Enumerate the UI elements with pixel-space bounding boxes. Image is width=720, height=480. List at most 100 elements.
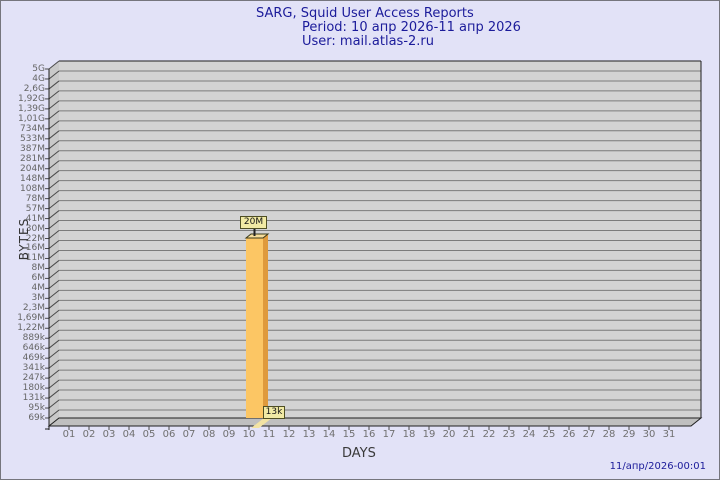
y-tick-diagonal (48, 90, 60, 100)
y-axis-title: BYTES (17, 217, 31, 261)
y-axis-tick-label: 3M (31, 293, 46, 304)
y-tick-diagonal (48, 130, 60, 140)
x-axis-tick-label: 08 (202, 429, 216, 440)
y-axis-tick-label: 57M (25, 203, 45, 214)
x-axis-tick-label: 03 (102, 429, 116, 440)
y-axis-tick-label: 180k (22, 383, 45, 394)
x-axis-tick-label: 15 (342, 429, 356, 440)
y-axis-tick-label: 646k (22, 343, 45, 354)
y-tick-diagonal (48, 170, 60, 180)
bar-front-face (246, 238, 263, 418)
y-axis-tick-label: 2,3M (22, 303, 45, 314)
x-axis-tick-label: 23 (502, 429, 516, 440)
y-axis-tick-label: 22M (25, 233, 45, 244)
y-axis-tick-label: 41M (25, 213, 45, 224)
x-axis-tick-label: 24 (522, 429, 536, 440)
x-axis-tick-label: 04 (122, 429, 136, 440)
y-tick-diagonal (48, 150, 60, 160)
x-axis-tick-label: 18 (402, 429, 416, 440)
y-axis-tick-label: 6M (31, 273, 46, 284)
y-tick-diagonal (48, 160, 60, 170)
y-axis-tick-label: 889k (22, 333, 45, 344)
x-axis-tick-label: 19 (422, 429, 436, 440)
y-tick-diagonal (48, 329, 60, 339)
report-period: Period: 10 апр 2026-11 апр 2026 (302, 20, 521, 35)
x-axis-tick-label: 27 (582, 429, 596, 440)
y-axis-tick-label: 1,01G (17, 113, 45, 124)
x-axis-tick-label: 12 (282, 429, 296, 440)
y-tick-diagonal (48, 369, 60, 379)
x-axis-tick-label: 16 (362, 429, 376, 440)
x-axis-tick-label: 07 (182, 429, 196, 440)
x-axis-title: DAYS (342, 446, 376, 461)
x-axis-tick-label: 02 (82, 429, 96, 440)
y-tick-diagonal (48, 379, 60, 389)
x-axis-tick-label: 01 (62, 429, 76, 440)
y-tick-diagonal (48, 110, 60, 120)
y-axis-tick-label: 69k (28, 413, 45, 423)
bar-value-annotation: 20M (240, 216, 267, 229)
bar-side-face (263, 234, 268, 418)
y-tick-diagonal (48, 220, 60, 229)
y-tick-diagonal (48, 349, 60, 359)
y-tick-diagonal (48, 80, 60, 90)
y-axis-tick-label: 1,92G (17, 93, 45, 104)
y-axis-tick-label: 533M (20, 133, 45, 144)
y-axis-tick-label: 131k (22, 393, 45, 404)
x-axis-tick-label: 20 (442, 429, 456, 440)
y-tick-diagonal (48, 100, 60, 110)
y-axis-tick-label: 1,22M (17, 323, 45, 334)
x-axis-tick-label: 09 (222, 429, 236, 440)
bar-top-face (244, 233, 270, 239)
x-axis-tick-label: 05 (142, 429, 156, 440)
y-tick-diagonal (48, 399, 60, 409)
y-tick-diagonal (48, 60, 60, 70)
y-axis-tick-label: 78M (25, 193, 45, 204)
y-axis-tick-label: 95k (28, 403, 45, 414)
y-axis-tick-label: 5G (32, 64, 45, 74)
y-axis-tick-label: 204M (20, 163, 45, 174)
y-axis-tick-label: 734M (20, 123, 45, 134)
y-tick-diagonal (48, 200, 60, 209)
y-tick-diagonal (48, 359, 60, 369)
y-tick-diagonal (48, 270, 60, 279)
report-user: User: mail.atlas-2.ru (302, 34, 434, 49)
y-tick-diagonal (48, 409, 60, 419)
x-axis-tick-label: 30 (642, 429, 656, 440)
y-tick-diagonal (48, 250, 60, 259)
chart-plot-face (59, 61, 701, 418)
y-tick-diagonal (48, 260, 60, 269)
x-axis-tick-label: 13 (302, 429, 316, 440)
y-tick-diagonal (48, 230, 60, 239)
bar-label-leader (251, 418, 272, 428)
y-tick-diagonal (48, 210, 60, 219)
x-axis-tick-label: 31 (662, 429, 676, 440)
x-axis-tick-label: 06 (162, 429, 176, 440)
x-axis-tick-label: 26 (562, 429, 576, 440)
x-axis-tick-label: 21 (462, 429, 476, 440)
y-tick-diagonal (48, 279, 60, 289)
y-axis-tick-label: 30M (25, 223, 45, 234)
y-tick-diagonal (48, 309, 60, 319)
y-axis-tick-label: 11M (25, 253, 45, 264)
x-axis-tick-label: 11 (262, 429, 276, 440)
y-tick-diagonal (48, 120, 60, 130)
y-axis-tick-label: 1,39G (17, 103, 45, 114)
report-title: SARG, Squid User Access Reports (256, 6, 474, 21)
y-tick-diagonal (48, 240, 60, 249)
y-axis-tick-label: 16M (25, 243, 45, 254)
x-axis-tick-label: 25 (542, 429, 556, 440)
y-tick-diagonal (48, 289, 60, 299)
x-axis-tick-label: 28 (602, 429, 616, 440)
y-axis-tick-label: 387M (20, 143, 45, 154)
y-axis-tick-label: 148M (20, 173, 45, 184)
y-axis-tick-label: 108M (20, 183, 45, 194)
x-axis-tick-label: 14 (322, 429, 336, 440)
y-tick-diagonal (48, 140, 60, 150)
x-axis-tick-label: 22 (482, 429, 496, 440)
x-axis-tick-label: 10 (242, 429, 256, 440)
x-axis-tick-label: 29 (622, 429, 636, 440)
chart-floor (47, 417, 703, 427)
